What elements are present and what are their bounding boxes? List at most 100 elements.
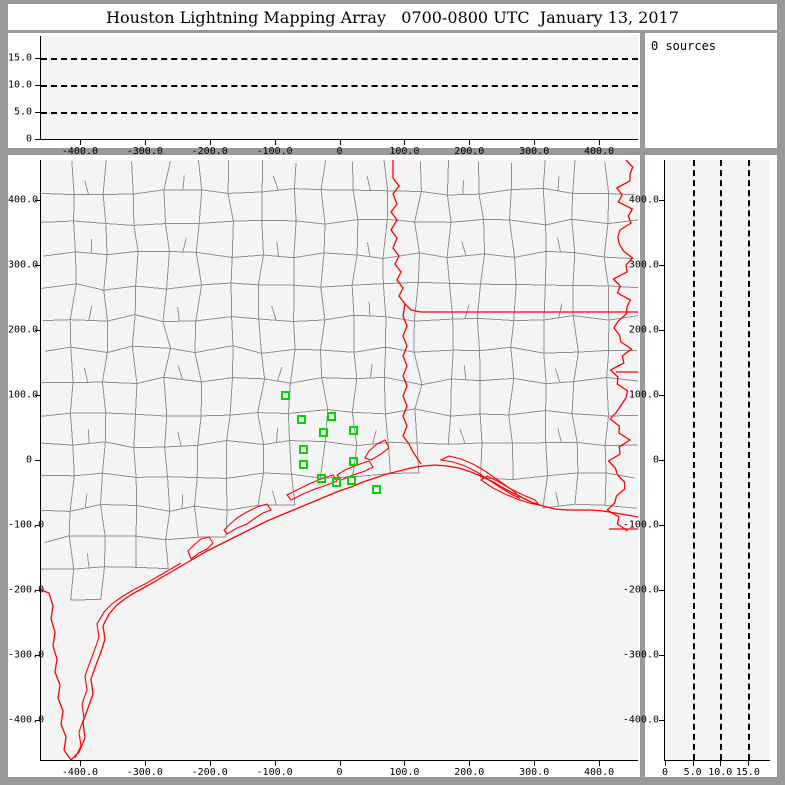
x-tick-label: 400.0 (584, 146, 615, 157)
source-count-label: 0 sources (651, 39, 717, 53)
x-tick (534, 761, 536, 766)
x-tick (339, 761, 341, 766)
lma-station-marker[interactable] (371, 484, 381, 494)
gridline-vertical (747, 160, 750, 760)
y-tick-label: -400.0 (8, 714, 45, 726)
y-tick-label: 300.0 (628, 259, 659, 271)
y-tick-label: 400.0 (8, 194, 39, 206)
x-tick (144, 761, 146, 766)
lma-station-marker[interactable] (349, 456, 359, 466)
x-tick (79, 761, 81, 766)
x-tick-label: -100.0 (256, 767, 293, 778)
y-tick-label: 10.0 (8, 79, 33, 91)
x-tick (274, 761, 276, 766)
gridline-horizontal (41, 57, 638, 60)
altitude-east-west-panel[interactable]: 0 5.0 10.0 15.0 -400.0 -300.0 -200.0 -100.0 0 100… (8, 33, 640, 157)
lma-station-marker[interactable] (298, 460, 308, 470)
x-tick-label: 100.0 (389, 767, 420, 778)
y-tick (35, 84, 41, 86)
lma-station-marker[interactable] (327, 411, 337, 421)
source-count-panel: 0 sources (645, 33, 777, 148)
x-tick-label: 0 (661, 767, 669, 778)
x-tick (720, 761, 722, 766)
y-tick-label: 100.0 (628, 389, 659, 401)
y-tick-label: 0 (652, 454, 659, 466)
gridline-horizontal (41, 111, 638, 114)
y-tick (35, 111, 41, 113)
lma-station-marker[interactable] (319, 427, 329, 437)
x-tick-label: 10.0 (708, 767, 733, 778)
y-tick (35, 395, 41, 397)
y-tick-label: 0 (25, 454, 32, 466)
lma-station-marker[interactable] (297, 414, 307, 424)
altitude-east-west-plot-area[interactable] (41, 36, 638, 139)
y-tick-label: 0 (25, 133, 32, 145)
x-tick-label: -400.0 (61, 146, 98, 157)
x-tick-label: -300.0 (126, 146, 163, 157)
y-tick-label: 200.0 (628, 324, 659, 336)
y-tick (35, 719, 41, 721)
x-tick-label: 200.0 (454, 146, 485, 157)
y-tick (659, 589, 665, 591)
x-tick-label: -300.0 (126, 767, 163, 778)
y-tick (35, 200, 41, 202)
altitude-north-south-plot-area[interactable] (665, 160, 770, 760)
plan-view-map-plot-area[interactable] (41, 160, 638, 760)
x-tick (144, 140, 146, 145)
y-tick (659, 460, 665, 461)
y-tick-label: -300.0 (8, 649, 45, 661)
y-tick-label: -100.0 (8, 519, 45, 531)
y-tick (35, 57, 41, 59)
x-tick (274, 140, 276, 145)
x-tick-label: 300.0 (519, 767, 550, 778)
y-tick-label: 300.0 (8, 259, 39, 271)
y-tick-label: -300.0 (622, 649, 659, 661)
y-tick (659, 719, 665, 721)
x-tick-label: 100.0 (389, 146, 420, 157)
lma-station-marker[interactable] (281, 391, 291, 401)
x-tick (209, 140, 211, 145)
altitude-north-south-panel[interactable]: -400.0 -300.0 -200.0 -100.0 0 100.0 200.0 300.0… (623, 155, 777, 778)
x-tick (404, 140, 406, 145)
lma-station-marker[interactable] (316, 473, 326, 483)
window-titlebar: Houston Lightning Mapping Array 0700-080… (8, 4, 777, 30)
y-tick (659, 265, 665, 267)
x-tick-label: 15.0 (735, 767, 760, 778)
x-tick-label: 0 (336, 767, 343, 778)
x-tick (79, 140, 81, 145)
gridline-vertical (720, 160, 723, 760)
y-tick (35, 654, 41, 656)
y-tick (35, 139, 41, 140)
y-tick (659, 330, 665, 332)
y-tick-label: 200.0 (8, 324, 39, 336)
y-tick (659, 654, 665, 656)
y-tick-label: 5.0 (13, 106, 32, 118)
x-tick-label: -200.0 (191, 146, 228, 157)
y-tick (659, 395, 665, 397)
y-tick-label: 15.0 (8, 52, 33, 64)
lma-station-marker[interactable] (298, 445, 308, 455)
y-tick (35, 460, 41, 461)
lma-station-marker[interactable] (346, 475, 356, 485)
y-tick-label: 400.0 (628, 194, 659, 206)
x-tick-label: -100.0 (256, 146, 293, 157)
y-tick (35, 589, 41, 591)
y-tick-label: -100.0 (622, 519, 659, 531)
x-tick-label: -400.0 (61, 767, 98, 778)
x-tick (692, 761, 694, 766)
lma-station-marker[interactable] (331, 477, 341, 487)
x-tick (469, 140, 471, 145)
x-tick-label: 0 (336, 146, 343, 157)
y-tick (659, 524, 665, 526)
lma-station-marker[interactable] (349, 426, 359, 436)
y-tick (35, 524, 41, 526)
x-tick (339, 140, 341, 145)
plan-view-map-panel[interactable]: -400.0 -300.0 -200.0 -100.0 0 100.0 200.0 300.0… (8, 155, 640, 778)
x-axis-line (40, 139, 638, 140)
x-tick (599, 140, 601, 145)
y-tick-label: -200.0 (8, 584, 45, 596)
map-geography (41, 160, 638, 760)
x-tick-label: 300.0 (519, 146, 550, 157)
x-axis-line (664, 760, 770, 761)
